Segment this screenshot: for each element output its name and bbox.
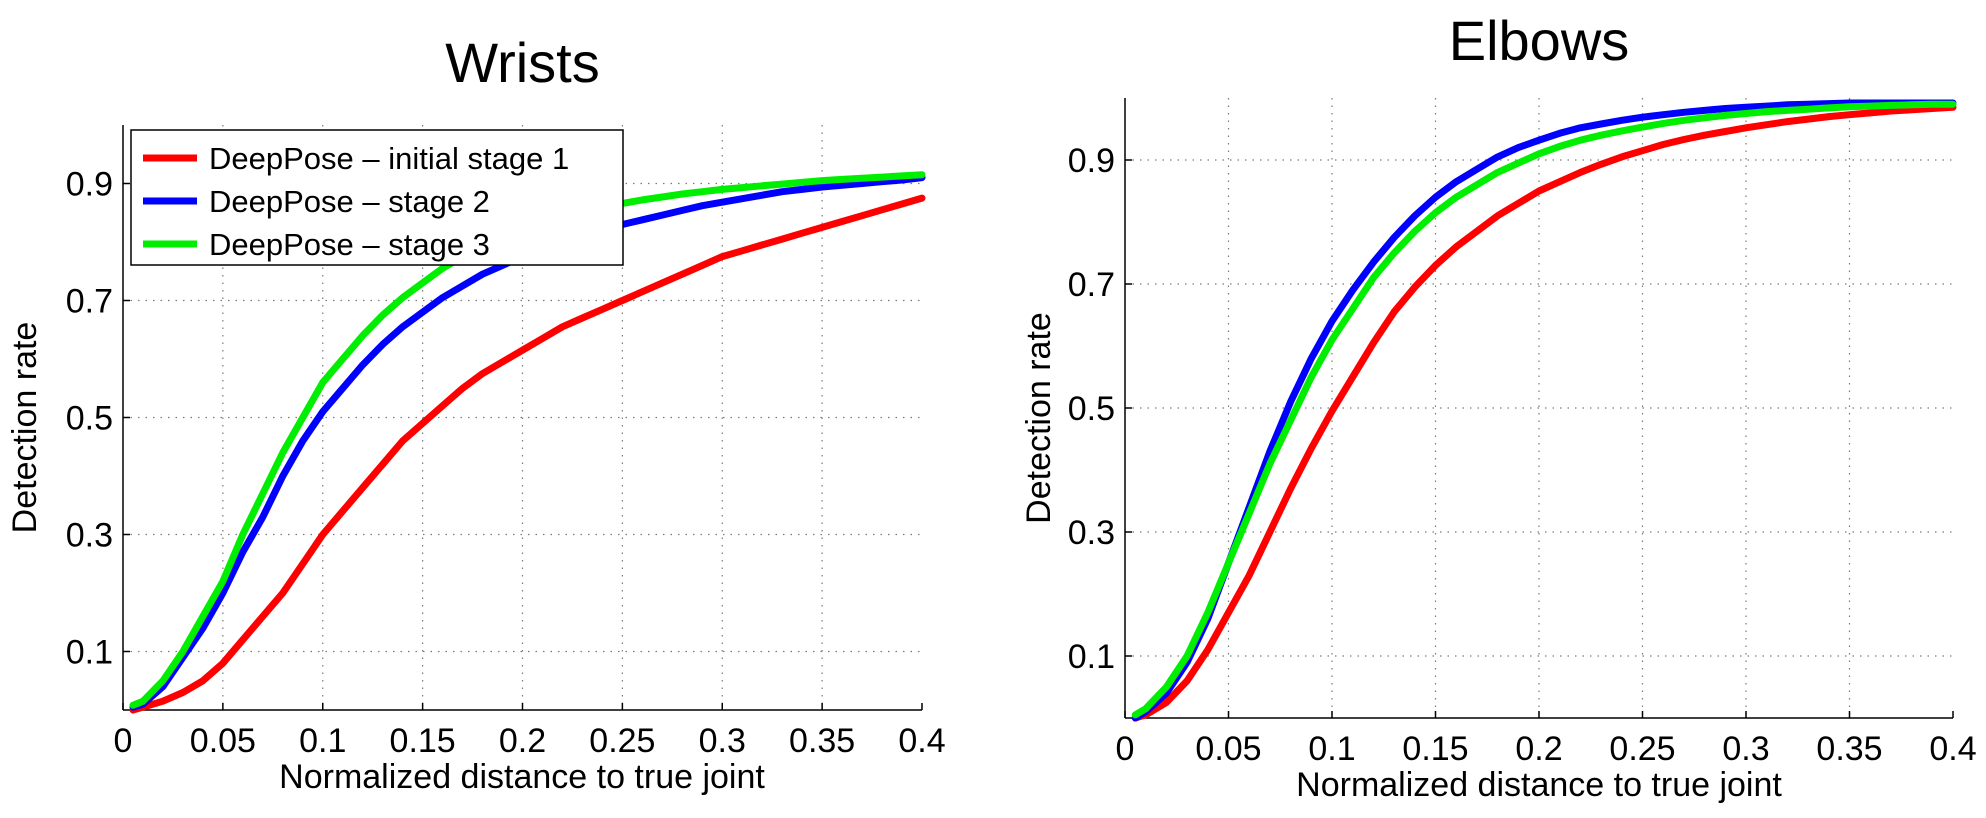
legend-box [130, 129, 624, 266]
x-tick-label: 0.15 [1402, 730, 1468, 768]
chart-title: Elbows [1449, 9, 1630, 72]
y-tick-label: 0.7 [1068, 266, 1115, 304]
x-tick-label: 0 [1116, 730, 1135, 768]
y-tick-label: 0.3 [66, 517, 113, 555]
series-line-1 [129, 194, 926, 714]
x-tick-label: 0.2 [499, 722, 546, 760]
y-tick-label: 0.1 [1068, 638, 1115, 676]
x-tick-label: 0.1 [1308, 730, 1355, 768]
chart-title: Wrists [445, 31, 600, 94]
chart-1: 0 0.05 0.1 0.15 0.2 0.25 0.3 0.35 0.4 0.1 0.3 0.5 0.… [1020, 9, 1977, 804]
y-tick-label: 0.5 [66, 400, 113, 438]
x-tick-label: 0.05 [190, 722, 256, 760]
series-line-3 [1131, 100, 1957, 719]
series-line-2 [1131, 99, 1957, 722]
series-line-1 [1131, 103, 1957, 722]
x-tick-label: 0.25 [589, 722, 655, 760]
y-axis-label: Detection rate [1020, 312, 1058, 524]
chart-0: 0 0.05 0.1 0.15 0.2 0.25 0.3 0.35 0.4 0.1 0.3 0.5 0.… [6, 31, 946, 796]
x-tick-label: 0.35 [1816, 730, 1882, 768]
legend: DeepPose – initial stage 1 DeepPose – sta… [130, 129, 624, 266]
legend-label-1: DeepPose – initial stage 1 [209, 141, 569, 176]
legend-label-3: DeepPose – stage 3 [209, 227, 490, 262]
y-tick-label: 0.7 [66, 283, 113, 321]
y-tick-label: 0.9 [66, 166, 113, 204]
x-tick-label: 0.35 [789, 722, 855, 760]
y-axis-label: Detection rate [6, 322, 44, 534]
x-axis-label: Normalized distance to true joint [279, 758, 765, 796]
x-tick-label: 0.25 [1609, 730, 1675, 768]
legend-label-2: DeepPose – stage 2 [209, 184, 490, 219]
x-tick-label: 0.15 [390, 722, 456, 760]
x-tick-label: 0.05 [1195, 730, 1261, 768]
y-tick-label: 0.1 [66, 634, 113, 672]
y-tick-label: 0.9 [1068, 142, 1115, 180]
x-tick-label: 0.2 [1515, 730, 1562, 768]
x-tick-label: 0.3 [1722, 730, 1769, 768]
x-tick-label: 0.4 [1929, 730, 1976, 768]
x-tick-label: 0.1 [299, 722, 346, 760]
x-axis-label: Normalized distance to true joint [1296, 766, 1782, 804]
x-tick-label: 0.3 [699, 722, 746, 760]
x-tick-label: 0 [114, 722, 133, 760]
y-tick-label: 0.3 [1068, 514, 1115, 552]
x-tick-label: 0.4 [898, 722, 945, 760]
y-tick-label: 0.5 [1068, 390, 1115, 428]
